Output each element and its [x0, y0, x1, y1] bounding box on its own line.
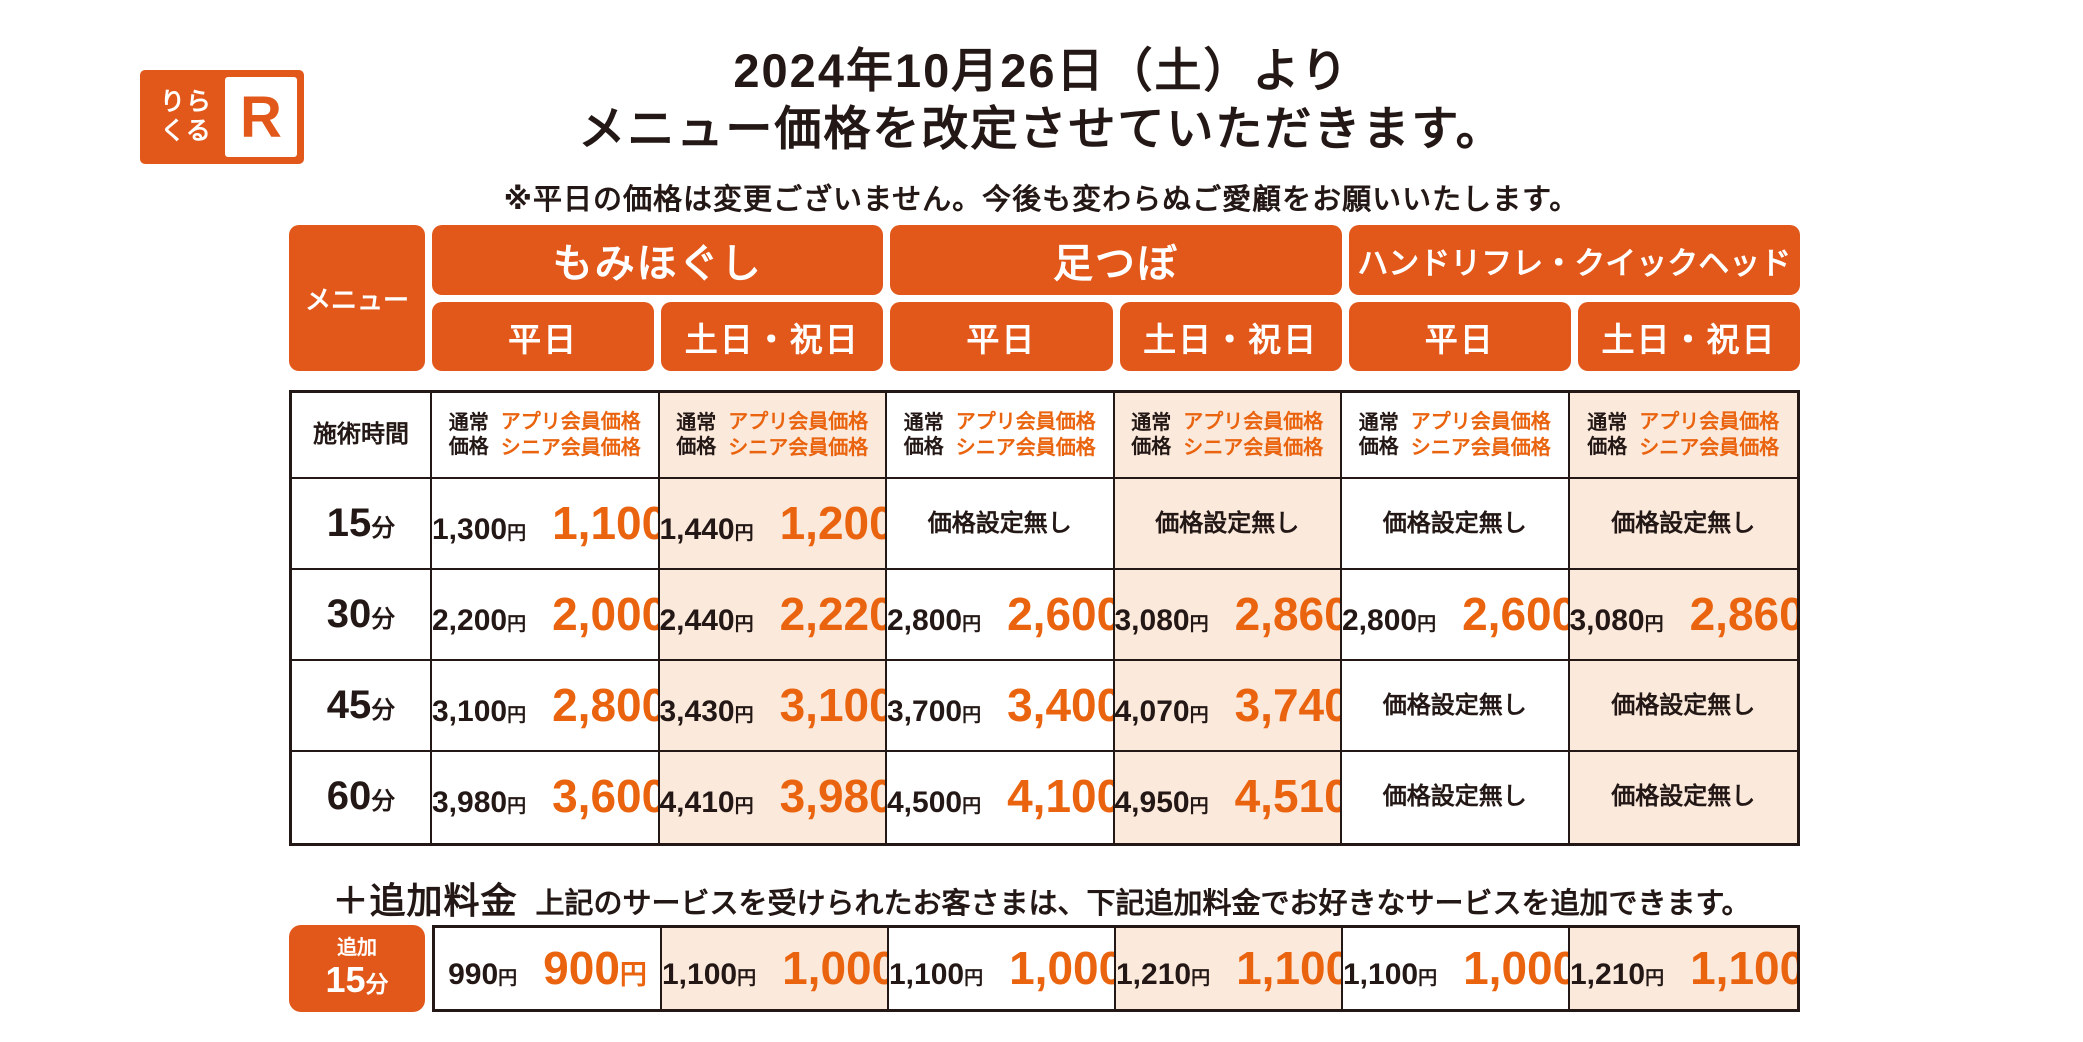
- no-price-cell: 価格設定無し: [1342, 661, 1570, 752]
- logo-text-line2: くる: [160, 117, 212, 145]
- time-cell-45: 45分: [292, 661, 432, 752]
- day-header-weekend-1: 土日・祝日: [661, 302, 884, 371]
- category-handrefle-quickhead: ハンドリフレ・クイックヘッド: [1348, 225, 1800, 295]
- rirakuru-logo: りら くる R: [140, 70, 304, 164]
- price-cell: 990円 900円: [435, 928, 662, 1009]
- addon-fee-description: 上記のサービスを受けられたお客さまは、下記追加料金でお好きなサービスを追加できま…: [535, 888, 1751, 920]
- day-header-weekday-2: 平日: [890, 302, 1113, 371]
- day-header-weekday-3: 平日: [1348, 302, 1571, 371]
- no-price-cell: 価格設定無し: [887, 479, 1115, 570]
- no-price-cell: 価格設定無し: [1569, 479, 1797, 570]
- menu-header-cell: メニュー: [289, 225, 425, 371]
- price-column-header: 通常 価格 アプリ会員価格 シニア会員価格: [659, 393, 887, 479]
- addon-15min-label: 追加 15分: [289, 925, 425, 1012]
- category-ashitsubo: 足つぼ: [890, 225, 1342, 295]
- time-cell-15: 15分: [292, 479, 432, 570]
- price-column-header: 通常 価格 アプリ会員価格 シニア会員価格: [432, 393, 660, 479]
- no-price-cell: 価格設定無し: [1114, 479, 1342, 570]
- no-price-cell: 価格設定無し: [1342, 752, 1570, 843]
- title-date-line: 2024年10月26日（土）より: [733, 44, 1350, 97]
- no-price-cell: 価格設定無し: [1569, 661, 1797, 752]
- day-header-weekend-2: 土日・祝日: [1119, 302, 1342, 371]
- weekday-note: ※平日の価格は変更ございません。今後も変わらぬご愛顧をお願いいたします。: [503, 184, 1580, 216]
- day-header-row: 平日 土日・祝日 平日 土日・祝日 平日 土日・祝日: [432, 302, 1801, 371]
- logo-text: りら くる: [147, 88, 225, 146]
- price-column-header: 通常 価格 アプリ会員価格 シニア会員価格: [1342, 393, 1570, 479]
- category-header-row: もみほぐし 足つぼ ハンドリフレ・クイックヘッド: [432, 225, 1800, 295]
- price-column-header: 通常 価格 アプリ会員価格 シニア会員価格: [887, 393, 1115, 479]
- time-cell-30: 30分: [292, 570, 432, 661]
- title-revision-line: メニュー価格を改定させていただきます。: [578, 102, 1505, 155]
- time-cell-60: 60分: [292, 752, 432, 843]
- price-column-header: 通常 価格 アプリ会員価格 シニア会員価格: [1114, 393, 1342, 479]
- no-price-cell: 価格設定無し: [1342, 479, 1570, 570]
- price-column-header: 通常 価格 アプリ会員価格 シニア会員価格: [1569, 393, 1797, 479]
- treatment-time-header: 施術時間: [292, 393, 432, 479]
- category-momihogushi: もみほぐし: [432, 225, 884, 295]
- table-header-band: メニュー もみほぐし 足つぼ ハンドリフレ・クイックヘッド 平日 土日・祝日 平…: [289, 225, 1801, 371]
- price-table: 施術時間 通常 価格 アプリ会員価格 シニア会員価格 通常 価格 アプリ会員価格 シニア…: [289, 390, 1800, 846]
- logo-r-icon: R: [225, 77, 297, 157]
- day-header-weekday-1: 平日: [432, 302, 655, 371]
- no-price-cell: 価格設定無し: [1569, 752, 1797, 843]
- day-header-weekend-3: 土日・祝日: [1577, 302, 1801, 371]
- addon-fee-note: ＋追加料金 上記のサービスを受けられたお客さまは、下記追加料金でお好きなサービスを…: [0, 872, 2083, 924]
- logo-text-line1: りら: [159, 88, 212, 117]
- page-title: 2024年10月26日（土）より メニュー価格を改定させていただきます。: [0, 42, 2083, 158]
- addon-fee-heading: ＋追加料金: [332, 880, 518, 921]
